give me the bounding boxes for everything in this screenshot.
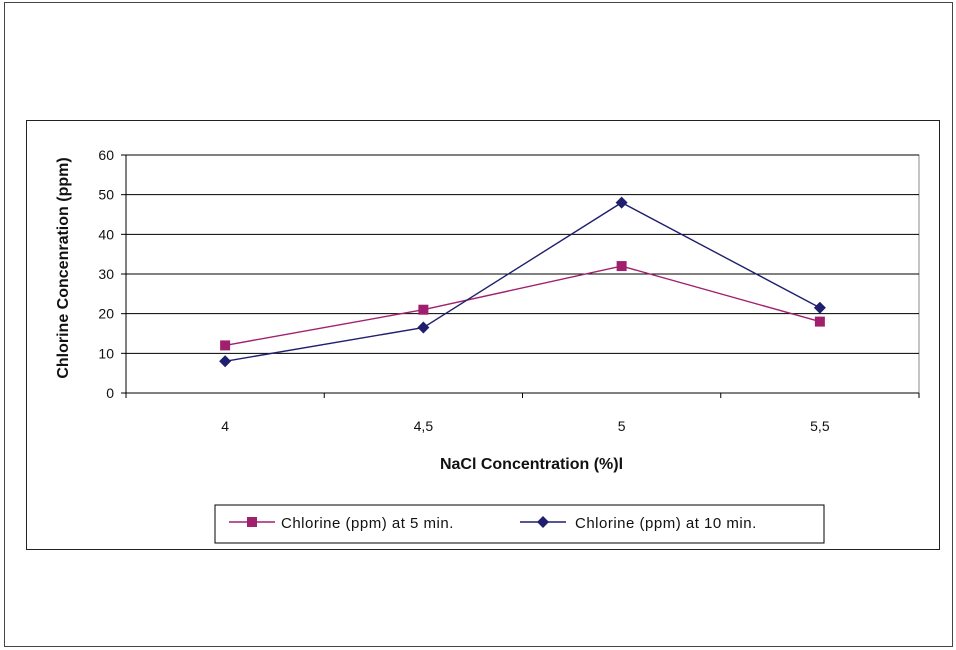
x-tick-label: 5,5: [810, 418, 830, 434]
series-lines: [219, 196, 826, 368]
data-point: [417, 321, 430, 334]
data-point: [220, 340, 231, 351]
axes: [121, 154, 920, 398]
series-line: [225, 265, 821, 347]
data-point: [219, 355, 232, 368]
legend-label: Chlorine (ppm) at 10 min.: [575, 515, 757, 532]
y-tick-label: 20: [98, 306, 114, 322]
x-tick-label: 5: [618, 418, 626, 434]
x-tick-label: 4: [221, 418, 229, 434]
data-point: [615, 196, 628, 209]
data-point: [814, 316, 825, 327]
y-axis-title: Chlorine Concenration (ppm): [55, 157, 72, 378]
data-point: [813, 301, 826, 314]
x-tick-labels: 4 4,5 5 5,5: [221, 418, 830, 434]
y-tick-label: 10: [98, 345, 114, 361]
y-tick-labels: 0 10 20 30 40 50 60: [98, 147, 114, 401]
y-tick-label: 60: [98, 147, 114, 163]
y-tick-label: 50: [98, 187, 114, 203]
legend-marker: [537, 516, 549, 528]
data-point: [616, 261, 627, 272]
legend-box: [214, 504, 825, 544]
chart-frame: [26, 120, 940, 550]
legend: Chlorine (ppm) at 5 min. Chlorine (ppm) a…: [214, 504, 825, 544]
x-axis-title: NaCl Concentration (%)l: [440, 456, 623, 473]
y-tick-label: 0: [106, 385, 114, 401]
legend-label: Chlorine (ppm) at 5 min.: [281, 515, 454, 532]
series-line: [225, 201, 821, 362]
x-tick-label: 4,5: [414, 418, 434, 434]
data-point: [418, 304, 429, 315]
y-tick-label: 40: [98, 226, 114, 242]
y-tick-label: 30: [98, 266, 114, 282]
legend-marker: [247, 517, 257, 527]
